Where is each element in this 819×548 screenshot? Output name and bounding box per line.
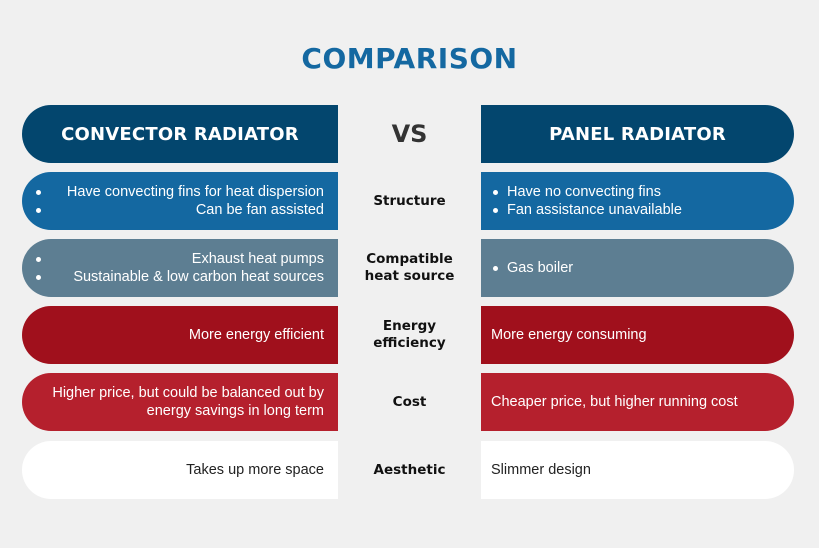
panel-radiator-header: PANEL RADIATOR — [481, 105, 794, 163]
cell-text: Cheaper price, but higher running cost — [491, 394, 738, 410]
cell-text: Higher price, but could be balanced out … — [52, 385, 324, 401]
list-item: Sustainable & low carbon heat sources — [36, 268, 324, 286]
panel-aesthetic: Slimmer design — [481, 441, 794, 499]
header-row: CONVECTOR RADIATOR VS PANEL RADIATOR — [22, 105, 794, 163]
list-item: Exhaust heat pumps — [36, 250, 324, 268]
convector-cost: Higher price, but could be balanced out … — [22, 373, 338, 431]
list-item: Fan assistance unavailable — [491, 201, 682, 219]
convector-energy-efficiency: More energy efficient — [22, 306, 338, 364]
category-label: Compatible heat source — [338, 239, 481, 297]
comparison-row-heat-source: Exhaust heat pumps Sustainable & low car… — [22, 239, 794, 297]
category-label: Structure — [338, 172, 481, 230]
category-text: Cost — [392, 393, 427, 410]
convector-radiator-header: CONVECTOR RADIATOR — [22, 105, 338, 163]
cell-text: More energy efficient — [188, 327, 324, 343]
cell-text: Takes up more space — [186, 462, 324, 478]
category-label: Energy efficiency — [338, 306, 481, 364]
category-text: Structure — [373, 192, 446, 209]
comparison-row-energy-efficiency: More energy efficient Energy efficiency M… — [22, 306, 794, 364]
comparison-row-aesthetic: Takes up more space Aesthetic Slimmer de… — [22, 441, 794, 499]
cell-text: More energy consuming — [491, 327, 647, 343]
panel-structure: Have no convecting fins Fan assistance u… — [481, 172, 794, 230]
list-item: Have convecting fins for heat dispersion — [36, 183, 324, 201]
convector-aesthetic: Takes up more space — [22, 441, 338, 499]
panel-cost: Cheaper price, but higher running cost — [481, 373, 794, 431]
cell-text: energy savings in long term — [146, 403, 324, 419]
category-text: Compatible — [366, 251, 453, 267]
category-label: Cost — [338, 373, 481, 431]
category-label: Aesthetic — [338, 441, 481, 499]
category-text: Energy — [382, 318, 437, 334]
cell-text: Slimmer design — [491, 462, 591, 478]
vs-label: VS — [391, 119, 428, 148]
category-text: Aesthetic — [373, 461, 446, 478]
comparison-row-cost: Higher price, but could be balanced out … — [22, 373, 794, 431]
comparison-row-structure: Have convecting fins for heat dispersion… — [22, 172, 794, 230]
list-item: Gas boiler — [491, 259, 573, 277]
panel-heat-source: Gas boiler — [481, 239, 794, 297]
category-text: heat source — [364, 268, 455, 284]
list-item: Have no convecting fins — [491, 183, 682, 201]
convector-heat-source: Exhaust heat pumps Sustainable & low car… — [22, 239, 338, 297]
list-item: Can be fan assisted — [36, 201, 324, 219]
convector-structure: Have convecting fins for heat dispersion… — [22, 172, 338, 230]
page-title: COMPARISON — [301, 42, 518, 75]
panel-energy-efficiency: More energy consuming — [481, 306, 794, 364]
category-text: efficiency — [373, 335, 446, 351]
